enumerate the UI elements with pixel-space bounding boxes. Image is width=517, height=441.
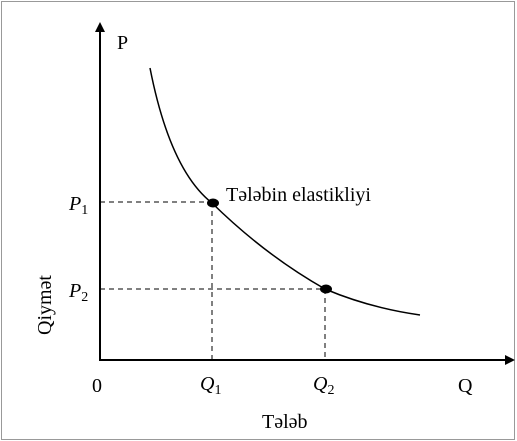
x-axis-label: Q [458, 375, 473, 397]
demand-curve [149, 67, 421, 316]
q2-sub: 2 [327, 383, 334, 398]
p1-letter: P [68, 193, 81, 215]
x-title: Tələb [262, 411, 308, 433]
p1-label: P1 [68, 193, 88, 218]
q2-label: Q2 [313, 373, 334, 398]
p2-sub: 2 [81, 290, 88, 305]
p1-sub: 1 [81, 203, 88, 218]
curve-label: Tələbin elastikliyi [226, 184, 371, 206]
origin-label: 0 [92, 375, 102, 397]
q1-label: Q1 [200, 373, 221, 398]
q2-letter: Q [313, 373, 328, 395]
y-title: Qiymət [34, 275, 56, 335]
q1-sub: 1 [214, 383, 221, 398]
point-2 [320, 284, 332, 294]
q1-letter: Q [200, 373, 215, 395]
y-axis-label: P [117, 32, 128, 54]
p2-label: P2 [68, 280, 88, 305]
point-1 [207, 198, 219, 208]
p2-letter: P [68, 280, 81, 302]
